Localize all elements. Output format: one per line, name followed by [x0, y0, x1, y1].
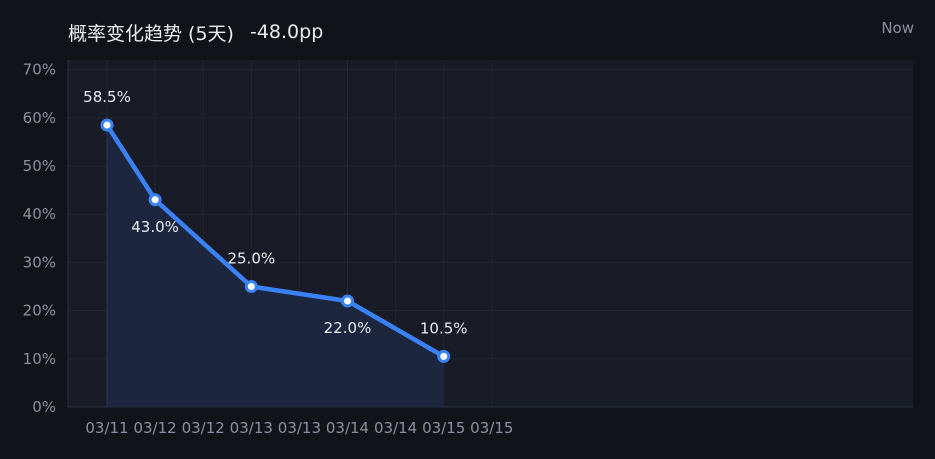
x-tick-label: 03/15 [470, 419, 513, 437]
data-label: 58.5% [83, 88, 131, 106]
y-tick-label: 20% [23, 302, 56, 320]
y-tick-label: 0% [32, 398, 56, 416]
x-tick-label: 03/13 [230, 419, 273, 437]
x-tick-label: 03/11 [85, 419, 128, 437]
now-label: Now [881, 19, 914, 37]
x-tick-label: 03/14 [326, 419, 369, 437]
y-tick-label: 40% [23, 205, 56, 223]
y-tick-label: 30% [23, 253, 56, 271]
data-point [440, 352, 448, 360]
area-fill [107, 125, 444, 407]
y-tick-label: 70% [23, 61, 56, 79]
data-point [103, 121, 111, 129]
y-tick-label: 10% [23, 350, 56, 368]
data-label: 25.0% [227, 250, 275, 268]
x-tick-label: 03/12 [182, 419, 225, 437]
chart-header: 概率变化趋势 (5天) -48.0pp [68, 18, 323, 46]
x-tick-label: 03/15 [422, 419, 465, 437]
data-label: 43.0% [131, 218, 179, 236]
data-point [344, 297, 351, 305]
x-tick-label: 03/12 [133, 419, 176, 437]
change-value: -48.0pp [249, 21, 324, 43]
y-tick-label: 60% [23, 109, 56, 127]
y-tick-label: 50% [23, 157, 56, 175]
data-point [247, 283, 255, 291]
chart-title: 概率变化趋势 (5天) [68, 22, 234, 45]
data-point [151, 196, 159, 204]
x-tick-label: 03/13 [278, 419, 321, 437]
data-label: 22.0% [324, 319, 372, 337]
x-tick-label: 03/14 [374, 419, 417, 437]
data-label: 10.5% [420, 319, 468, 337]
